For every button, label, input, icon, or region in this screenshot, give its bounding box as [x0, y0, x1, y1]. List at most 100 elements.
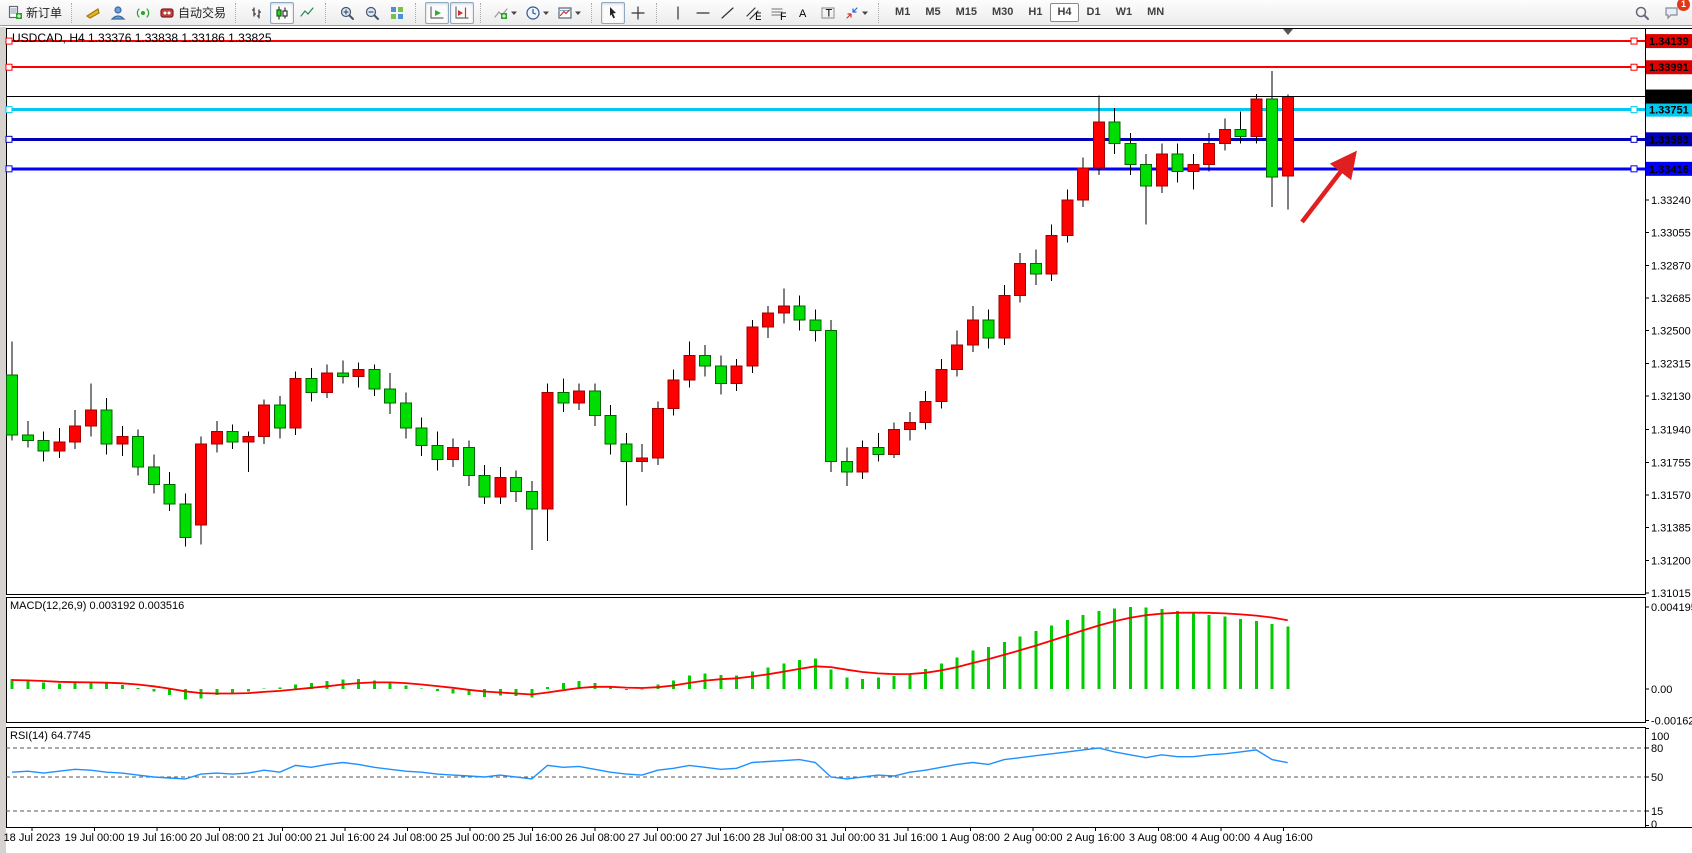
indicators-button[interactable] — [490, 2, 521, 24]
line-handle[interactable] — [5, 165, 13, 173]
horizontal-line-1.33751[interactable] — [5, 106, 1645, 114]
channel-icon: E — [746, 6, 761, 21]
dropdown-arrow-icon[interactable] — [575, 10, 582, 16]
chart-shift-button[interactable] — [450, 1, 475, 24]
dropdown-arrow-icon[interactable] — [862, 10, 869, 16]
macd-histogram-bar — [1144, 607, 1148, 689]
time-tick-label: 19 Jul 00:00 — [65, 832, 125, 844]
line-handle[interactable] — [5, 106, 13, 114]
cursor-button[interactable] — [601, 1, 626, 24]
macd-histogram-bar — [1002, 642, 1006, 689]
timeframe-mn-button[interactable]: MN — [1147, 6, 1165, 18]
search-icon — [1635, 6, 1649, 20]
macd-histogram-bar — [483, 688, 486, 697]
dropdown-arrow-icon[interactable] — [543, 10, 550, 16]
horizontal-line-1.33416[interactable] — [5, 165, 1645, 173]
zoom-in-button[interactable] — [335, 2, 359, 24]
market-button[interactable] — [81, 2, 105, 24]
price-tick-label: 1.33055 — [1651, 228, 1691, 240]
timeframe-m15-button[interactable]: M15 — [955, 6, 977, 18]
candles — [6, 70, 1294, 550]
vline-button[interactable] — [666, 2, 690, 24]
candlestick-button[interactable] — [270, 1, 295, 24]
timeframe-h4-button[interactable]: H4 — [1050, 3, 1079, 22]
time-tick-label: 21 Jul 16:00 — [315, 832, 375, 844]
horizontal-line-1.34139[interactable] — [5, 37, 1645, 45]
window-left-gutter — [0, 27, 6, 853]
macd-histogram-bar — [1239, 619, 1242, 689]
horizontal-line-1.33583[interactable] — [5, 135, 1645, 143]
line-chart-button[interactable] — [295, 2, 319, 24]
macd-histogram-bar — [1081, 615, 1085, 689]
horizontal-line-1.33991[interactable] — [5, 63, 1645, 71]
zoom-out-button[interactable] — [360, 2, 384, 24]
zoom-out-icon — [365, 6, 380, 20]
timeframe-m1-button[interactable]: M1 — [895, 6, 911, 18]
fibonacci-button[interactable]: F — [766, 2, 790, 24]
macd-histogram-bar — [262, 688, 266, 690]
macd-histogram-bar — [1113, 608, 1116, 689]
new-order-button[interactable]: 新订单 — [4, 2, 65, 24]
indicators-icon — [494, 7, 508, 19]
label-button[interactable]: T — [816, 2, 840, 24]
rsi-levels — [6, 747, 1645, 812]
crosshair-button[interactable] — [626, 2, 650, 24]
chat-button[interactable]: 1 — [1660, 0, 1690, 24]
macd-histogram-bar — [845, 677, 849, 689]
price-tick-label: 1.31200 — [1651, 555, 1691, 567]
time-tick-label: 31 Jul 00:00 — [815, 832, 875, 844]
signals-button[interactable] — [131, 2, 155, 24]
macd-histogram-bar — [325, 681, 329, 689]
tile-windows-button[interactable] — [385, 2, 409, 24]
rsi-line — [11, 747, 1288, 780]
trendline-button[interactable] — [716, 2, 740, 24]
line-handle[interactable] — [5, 37, 13, 45]
macd-histogram-bar — [1176, 610, 1179, 689]
svg-text:A: A — [799, 8, 807, 20]
toolbar-separator — [71, 2, 77, 23]
time-tick-label: 31 Jul 16:00 — [878, 832, 938, 844]
line-handle[interactable] — [1630, 63, 1638, 71]
periods-button[interactable] — [522, 2, 553, 24]
line-handle[interactable] — [1630, 135, 1638, 143]
hline-button[interactable] — [691, 2, 715, 24]
macd-histogram-bar — [278, 687, 282, 689]
rsi-tick-label: 100 — [1651, 731, 1669, 743]
arrow-annotation[interactable] — [1300, 150, 1357, 224]
cursor-icon — [610, 6, 617, 18]
profile-button[interactable] — [106, 2, 130, 24]
timeframe-m5-button[interactable]: M5 — [925, 6, 941, 18]
line-handle[interactable] — [1630, 37, 1638, 45]
channel-button[interactable]: E — [741, 2, 765, 24]
time-tick-label: 18 Jul 2023 — [4, 832, 61, 844]
line-handle[interactable] — [5, 63, 13, 71]
text-button[interactable]: A — [791, 2, 815, 24]
auto-scroll-button[interactable] — [425, 1, 450, 24]
bar-chart-button[interactable] — [245, 2, 269, 24]
templates-button[interactable] — [554, 2, 585, 24]
dropdown-arrow-icon[interactable] — [511, 10, 518, 16]
price-badge-label: 1.33583 — [1649, 134, 1689, 146]
macd-histogram-bar — [467, 688, 471, 696]
timeframe-w1-button[interactable]: W1 — [1115, 6, 1133, 18]
timeframe-d1-button[interactable]: D1 — [1086, 6, 1101, 18]
chat-icon — [1665, 6, 1678, 19]
chart-shift-marker[interactable] — [1283, 29, 1293, 35]
line-handle[interactable] — [1630, 106, 1638, 114]
search-button[interactable] — [1630, 2, 1654, 24]
svg-text:E: E — [755, 11, 761, 21]
price-tick-label: 1.31570 — [1651, 490, 1691, 502]
timeframe-h1-button[interactable]: H1 — [1028, 6, 1043, 18]
shapes-button[interactable] — [841, 2, 872, 24]
price-badges: 1.34139 1.33991 1.33751 1.33583 1.33416 1.338… — [1646, 34, 1692, 176]
macd-histogram-bar — [1097, 610, 1101, 689]
macd-histogram-bar — [246, 688, 250, 692]
line-handle[interactable] — [1630, 165, 1638, 173]
autotrading-button[interactable]: 自动交易 — [156, 2, 229, 24]
line-handle[interactable] — [5, 135, 13, 143]
macd-histogram-bar — [404, 685, 408, 689]
price-tick-label: 1.32870 — [1651, 260, 1691, 272]
timeframe-m30-button[interactable]: M30 — [992, 6, 1014, 18]
macd-histogram-bar — [215, 688, 219, 695]
